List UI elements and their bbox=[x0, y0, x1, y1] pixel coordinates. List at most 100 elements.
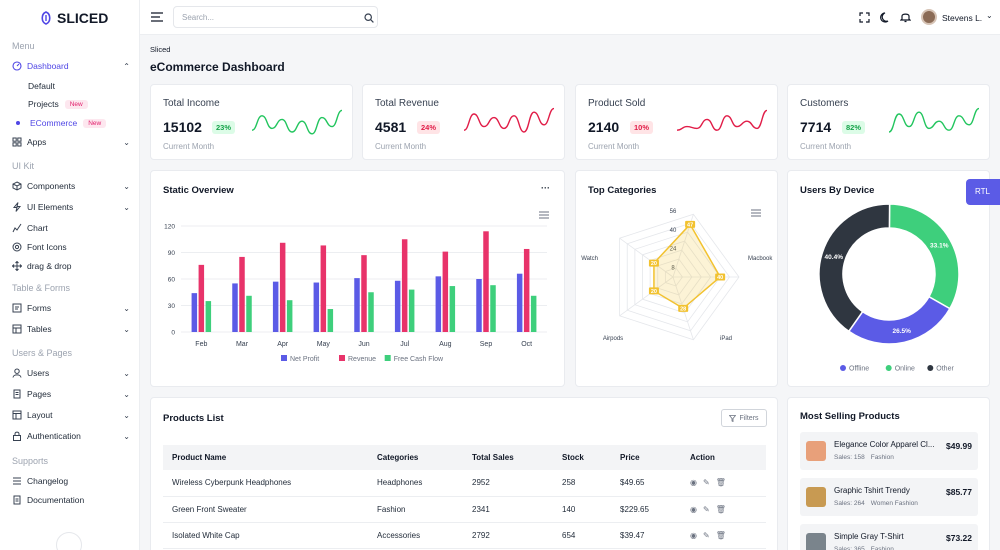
bar-net-profit[interactable] bbox=[232, 283, 238, 332]
avatar[interactable] bbox=[921, 9, 937, 25]
radar-point[interactable] bbox=[648, 287, 659, 295]
table-row[interactable]: Wireless Cyberpunk Headphones Headphones 2… bbox=[163, 470, 766, 497]
list-item[interactable]: Simple Gray T-Shirt Sales: 365 Fashion $73.… bbox=[800, 524, 978, 550]
view-icon[interactable]: ◉ bbox=[690, 478, 697, 488]
bar-net-profit[interactable] bbox=[191, 293, 198, 332]
delete-icon[interactable]: 🗑 bbox=[715, 530, 726, 540]
bar-net-profit[interactable] bbox=[313, 282, 320, 332]
moon-icon[interactable] bbox=[880, 12, 891, 23]
list-item[interactable]: Elegance Color Apparel Cl... Sales: 158 Fa… bbox=[800, 432, 978, 470]
radar-point[interactable] bbox=[678, 304, 689, 312]
column-header[interactable]: Categories bbox=[368, 445, 463, 470]
search-icon[interactable] bbox=[364, 13, 374, 23]
list-item[interactable]: Graphic Tshirt Trendy Sales: 264 Women Fas… bbox=[800, 478, 978, 516]
bar-net-profit[interactable] bbox=[516, 273, 523, 332]
radar-point[interactable] bbox=[715, 273, 726, 281]
chart-menu-icon[interactable] bbox=[539, 211, 549, 219]
user-name[interactable]: Stevens L. bbox=[942, 13, 983, 23]
sidebar-item-layout[interactable]: Layout ⌄ bbox=[12, 410, 130, 420]
fullscreen-icon[interactable] bbox=[859, 12, 870, 23]
bar-free-cash-flow[interactable] bbox=[368, 292, 374, 332]
legend-label[interactable]: Net Profit bbox=[290, 356, 319, 363]
sidebar-collapse-button[interactable] bbox=[56, 532, 82, 550]
sidebar-sub-default[interactable]: Default bbox=[28, 81, 55, 91]
sidebar-item-ui-elements[interactable]: UI Elements ⌄ bbox=[12, 202, 130, 212]
bar-free-cash-flow[interactable] bbox=[205, 301, 212, 332]
bar-net-profit[interactable] bbox=[272, 281, 279, 332]
delete-icon[interactable]: 🗑 bbox=[715, 504, 726, 514]
sidebar-item-changelog[interactable]: Changelog bbox=[12, 476, 130, 486]
bar-revenue[interactable] bbox=[361, 255, 367, 332]
product-name[interactable]: Graphic Tshirt Trendy bbox=[834, 486, 910, 495]
sidebar-item-authentication[interactable]: Authentication ⌄ bbox=[12, 431, 130, 441]
sidebar-sub-projects[interactable]: Projects New bbox=[28, 99, 88, 109]
bar-free-cash-flow[interactable] bbox=[449, 286, 456, 332]
table-row[interactable]: Green Front Sweater Fashion 2341 140 $229.65… bbox=[163, 496, 766, 523]
bar-free-cash-flow[interactable] bbox=[530, 295, 537, 332]
bar-free-cash-flow[interactable] bbox=[246, 295, 252, 332]
column-header[interactable]: Price bbox=[611, 445, 681, 470]
product-name[interactable]: Simple Gray T-Shirt bbox=[834, 532, 904, 541]
bar-net-profit[interactable] bbox=[435, 276, 442, 332]
bar-free-cash-flow[interactable] bbox=[327, 309, 334, 332]
bar-revenue[interactable] bbox=[198, 264, 205, 332]
product-name[interactable]: Elegance Color Apparel Cl... bbox=[834, 440, 935, 449]
sidebar-item-drag-drop[interactable]: drag & drop bbox=[12, 261, 130, 271]
sidebar-item-dashboard[interactable]: Dashboard ⌃ bbox=[12, 61, 130, 71]
view-icon[interactable]: ◉ bbox=[690, 504, 697, 514]
sidebar-item-documentation[interactable]: Documentation bbox=[12, 495, 130, 505]
column-header[interactable]: Stock bbox=[553, 445, 611, 470]
bar-free-cash-flow[interactable] bbox=[408, 289, 415, 332]
bar-revenue[interactable] bbox=[401, 239, 408, 332]
sidebar-item-chart[interactable]: Chart bbox=[12, 223, 130, 233]
sidebar-item-components[interactable]: Components ⌄ bbox=[12, 181, 130, 191]
bar-revenue[interactable] bbox=[442, 251, 449, 332]
bar-free-cash-flow[interactable] bbox=[490, 285, 496, 332]
rtl-button[interactable]: RTL bbox=[966, 179, 1000, 205]
bar-revenue[interactable] bbox=[239, 256, 245, 332]
bar-net-profit[interactable] bbox=[394, 280, 401, 332]
edit-icon[interactable]: ✎ bbox=[702, 504, 710, 514]
table-row[interactable]: Isolated White Cap Accessories 2792 654 $39.… bbox=[163, 522, 766, 549]
legend-label[interactable]: Offline bbox=[849, 366, 869, 373]
sidebar-sub-ecommerce[interactable]: ECommerce New bbox=[16, 118, 107, 128]
bar-net-profit[interactable] bbox=[354, 278, 360, 332]
bar-revenue[interactable] bbox=[320, 245, 327, 332]
column-header[interactable]: Action bbox=[681, 445, 766, 470]
bell-icon[interactable] bbox=[900, 11, 911, 23]
view-icon[interactable]: ◉ bbox=[690, 530, 697, 540]
chevron-down-icon[interactable]: ⌄ bbox=[986, 11, 993, 20]
delete-icon[interactable]: 🗑 bbox=[715, 478, 726, 488]
more-icon[interactable]: ··· bbox=[541, 183, 550, 193]
sidebar-item-users[interactable]: Users ⌄ bbox=[12, 368, 130, 378]
donut-slice-other[interactable] bbox=[818, 203, 891, 333]
sidebar-item-apps[interactable]: Apps ⌄ bbox=[12, 137, 130, 147]
edit-icon[interactable]: ✎ bbox=[702, 530, 710, 540]
legend-label[interactable]: Online bbox=[895, 366, 915, 373]
radar-point[interactable] bbox=[685, 220, 696, 228]
filters-button[interactable]: Filters bbox=[721, 409, 767, 427]
column-header[interactable]: Total Sales bbox=[463, 445, 553, 470]
breadcrumb[interactable]: Sliced bbox=[150, 45, 171, 54]
donut-slice-offline[interactable] bbox=[847, 295, 951, 345]
column-header[interactable]: Product Name bbox=[163, 445, 368, 470]
bar-net-profit[interactable] bbox=[476, 279, 482, 332]
legend-label[interactable]: Other bbox=[936, 366, 954, 373]
bar-revenue[interactable] bbox=[483, 231, 489, 332]
search-input[interactable] bbox=[173, 6, 378, 28]
sidebar-item-forms[interactable]: Forms ⌄ bbox=[12, 303, 130, 313]
legend-label[interactable]: Free Cash Flow bbox=[394, 356, 444, 363]
menu-icon[interactable] bbox=[151, 12, 163, 22]
sidebar-item-font-icons[interactable]: Font Icons bbox=[12, 242, 130, 252]
chart-menu-icon[interactable] bbox=[751, 209, 761, 217]
bar-free-cash-flow[interactable] bbox=[286, 300, 293, 332]
bar-revenue[interactable] bbox=[279, 242, 286, 332]
sidebar-item-tables[interactable]: Tables ⌄ bbox=[12, 324, 130, 334]
legend-label[interactable]: Revenue bbox=[348, 356, 376, 363]
edit-icon[interactable]: ✎ bbox=[702, 478, 710, 488]
radar-point[interactable] bbox=[648, 259, 659, 267]
bar-revenue[interactable] bbox=[523, 248, 530, 332]
donut-slice-online[interactable] bbox=[888, 203, 960, 310]
app-logo[interactable]: SLICED bbox=[40, 10, 108, 26]
sidebar-item-pages[interactable]: Pages ⌄ bbox=[12, 389, 130, 399]
